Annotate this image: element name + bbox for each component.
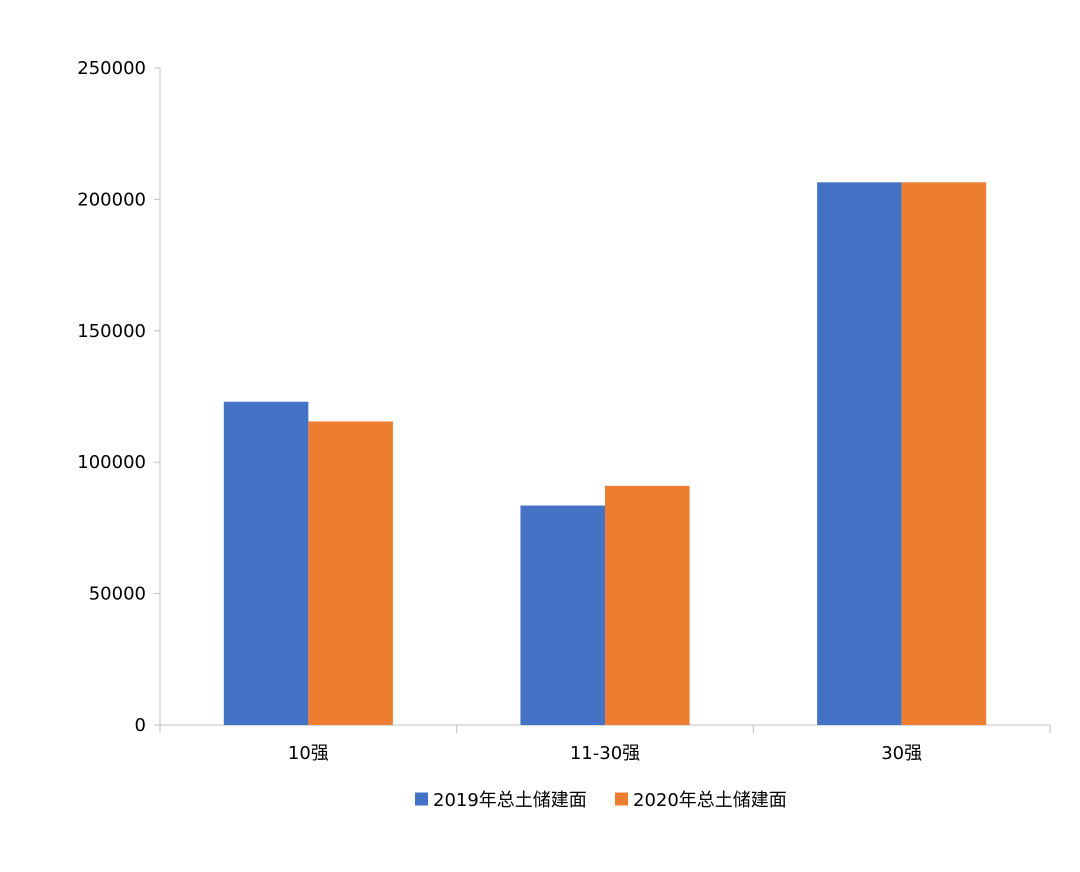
bar-1-1	[223, 401, 309, 725]
legend-label-2: 2020年总土储建面	[633, 790, 787, 811]
bar-1-3	[817, 182, 902, 725]
y-tick-label: 200000	[77, 189, 146, 210]
y-tick-label: 50000	[89, 584, 146, 605]
x-category-label: 11-30强	[570, 743, 640, 764]
legend: 2019年总土储建面 2020年总土储建面	[415, 790, 787, 811]
y-axis: 0 50000 100000 150000 200000 250000	[77, 58, 161, 736]
bar-2-1	[308, 421, 393, 725]
legend-swatch-2	[615, 792, 628, 806]
legend-label-1: 2019年总土储建面	[433, 790, 587, 811]
x-category-label: 10强	[288, 743, 329, 764]
y-tick-label: 0	[135, 715, 146, 736]
y-tick-label: 150000	[77, 321, 146, 342]
bar-1-2	[520, 505, 605, 725]
bars	[223, 182, 987, 725]
y-tick-label: 100000	[77, 452, 146, 473]
bar-2-3	[901, 182, 987, 725]
x-category-label: 30强	[881, 743, 922, 764]
bar-2-2	[605, 485, 690, 725]
legend-swatch-1	[415, 792, 428, 806]
y-tick-label: 250000	[77, 58, 146, 79]
x-axis: 10强 11-30强 30强	[159, 724, 1051, 764]
